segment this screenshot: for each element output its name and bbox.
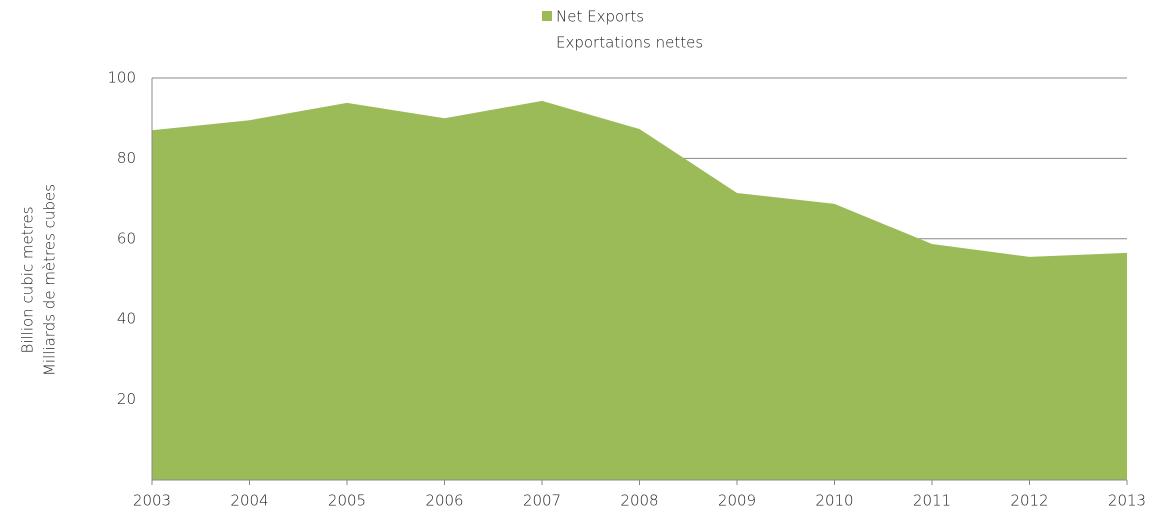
x-tick-label: 2011 — [913, 492, 951, 510]
x-tick-label: 2007 — [523, 492, 561, 510]
y-axis-label: Billion cubic metres — [19, 206, 37, 353]
area — [152, 100, 1127, 480]
y-tick-label: 80 — [117, 149, 136, 167]
x-tick-label: 2012 — [1010, 492, 1048, 510]
x-tick-label: 2006 — [425, 492, 463, 510]
y-tick-label: 60 — [117, 229, 136, 247]
y-axis-label: Milliards de mètres cubes — [41, 184, 59, 376]
x-tick-label: 2005 — [328, 492, 366, 510]
x-tick-label: 2008 — [620, 492, 658, 510]
x-tick-label: 2009 — [718, 492, 756, 510]
x-tick-label: 2003 — [133, 492, 171, 510]
y-tick-label: 100 — [107, 69, 136, 87]
x-tick-label: 2013 — [1108, 492, 1146, 510]
y-tick-label: 20 — [117, 390, 136, 408]
legend-swatch — [542, 11, 552, 21]
y-tick-label: 40 — [117, 310, 136, 328]
x-tick-label: 2004 — [230, 492, 268, 510]
x-tick-label: 2010 — [815, 492, 853, 510]
legend-label: Net Exports — [556, 8, 644, 26]
legend-label: Exportations nettes — [556, 34, 703, 52]
